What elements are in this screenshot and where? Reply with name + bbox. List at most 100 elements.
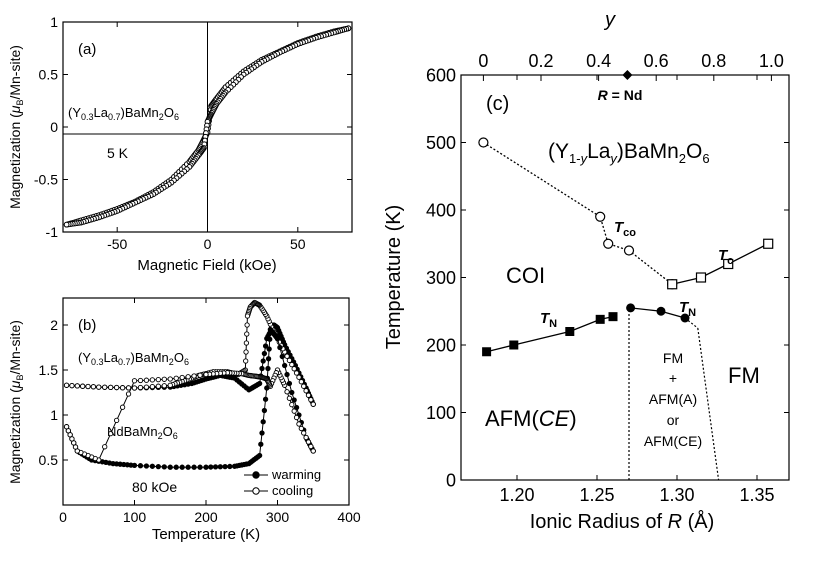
- panel-b-point-cooling: [90, 384, 97, 390]
- panel-b-xtick-label: 400: [337, 509, 361, 525]
- panel-b-point-warming: [262, 343, 269, 349]
- tn-square-point: [565, 327, 575, 336]
- panel-a-xtick-label: -50: [107, 236, 127, 252]
- panel-b-point-cooling: [96, 384, 102, 390]
- region-mixed-line-4: or: [667, 412, 680, 428]
- panel-a-ytick-label: 0: [50, 119, 58, 135]
- tn-square-point: [608, 312, 618, 322]
- panel-b-point-warming: [277, 344, 283, 351]
- panel-b-point-cooling: [167, 376, 173, 382]
- region-mixed-line-5: AFM(CE): [644, 433, 702, 449]
- panel-b-point-cooling: [113, 384, 120, 391]
- region-fm: FM: [728, 363, 760, 388]
- panel-b-point-cooling: [244, 331, 250, 337]
- panel-b: 0 100 200 300 400 0.5 1 1.5 2 (b) (Y0.3La0.7)BaM…: [7, 297, 361, 543]
- panel-b-point-cooling: [102, 444, 108, 450]
- tco-point: [603, 238, 614, 249]
- panel-a-ytick-label: -1: [46, 224, 59, 240]
- panel-a-xtick-label: 50: [290, 236, 306, 252]
- panel-c-data: [478, 137, 774, 481]
- panel-b-point-warming: [266, 346, 272, 352]
- panel-b-point-warming: [265, 365, 271, 372]
- panel-b-point-cooling: [303, 388, 309, 394]
- panel-b-point-cooling: [125, 391, 132, 397]
- panel-b-point-warming: [261, 350, 268, 357]
- panel-b-point-warming: [197, 464, 203, 470]
- panel-b-point-warming: [173, 464, 179, 470]
- panel-b-point-cooling: [85, 383, 91, 390]
- panel-b-point-cooling: [179, 374, 185, 381]
- legend-warming-marker: [252, 471, 260, 479]
- panel-b-point-cooling: [197, 372, 203, 378]
- panel-b-field: 80 kOe: [132, 479, 177, 495]
- panel-b-point-warming: [256, 380, 263, 387]
- phase-boundary-line: [697, 328, 720, 481]
- tco-point: [595, 211, 606, 222]
- panel-b-point-warming: [267, 336, 273, 342]
- panel-b-point-warming: [256, 452, 263, 459]
- tc-point: [723, 258, 734, 270]
- tn-square-point: [595, 314, 605, 324]
- tc-point: [763, 238, 774, 249]
- panel-b-point-cooling: [289, 361, 295, 368]
- panel-b-point-cooling: [131, 378, 138, 384]
- panel-c-ytick-label: 0: [446, 470, 456, 490]
- panel-c-top-tick-label: 0: [478, 51, 488, 71]
- nd-marker-label: R = Nd: [598, 87, 643, 103]
- panel-a-data: [63, 25, 352, 228]
- label-tc: Tc: [718, 247, 733, 267]
- panel-b-point-cooling: [119, 385, 126, 391]
- panel-b-point-warming: [149, 463, 156, 469]
- panel-a-ytick-label: -0.5: [34, 171, 58, 187]
- panel-b-point-warming: [222, 463, 228, 470]
- region-mixed-line-1: FM: [663, 350, 683, 366]
- panel-b-ytick-label: 1: [50, 407, 58, 423]
- panel-b-point-cooling: [167, 382, 173, 388]
- panel-c-ytick-label: 500: [426, 133, 456, 153]
- tn-square-point: [482, 347, 492, 357]
- tn-circle-point: [626, 303, 636, 313]
- panel-b-point-warming: [143, 463, 150, 469]
- panel-b-point-cooling: [308, 443, 314, 450]
- panel-b-legend: warming cooling: [244, 467, 321, 498]
- panel-b-point-cooling: [143, 377, 150, 383]
- panel-c-label: (c): [486, 93, 509, 115]
- panel-b-point-cooling: [185, 374, 191, 380]
- panel-b-point-cooling: [80, 383, 86, 389]
- panel-b-point-warming: [274, 335, 281, 342]
- panel-b-point-cooling: [244, 322, 250, 328]
- tn-circle-point: [656, 306, 666, 316]
- panel-c-top-tick-label: 1.0: [759, 51, 784, 71]
- panel-b-point-cooling: [303, 434, 309, 441]
- panel-b-point-warming: [131, 462, 138, 469]
- panel-b-point-warming: [137, 463, 144, 469]
- panel-c-top-label: y: [603, 9, 616, 31]
- panel-b-point-cooling: [296, 421, 302, 427]
- legend-warming-label: warming: [271, 467, 321, 482]
- panel-c-xtick-label: 1.25: [579, 485, 614, 505]
- panel-b-point-cooling: [293, 370, 300, 376]
- panel-c-xtick-label: 1.30: [659, 485, 694, 505]
- panel-c-ytick-label: 200: [426, 335, 456, 355]
- panel-b-point-cooling: [305, 439, 312, 445]
- tc-point: [667, 279, 678, 290]
- label-tn-left: TN: [540, 310, 557, 330]
- tn-circle-point: [680, 313, 690, 323]
- panel-b-point-warming: [185, 464, 191, 470]
- panel-b-point-cooling: [291, 408, 297, 414]
- tco-point: [478, 137, 489, 148]
- panel-b-point-cooling: [108, 430, 114, 437]
- panel-b-point-warming: [293, 404, 300, 411]
- panel-b-point-warming: [284, 371, 290, 378]
- panel-c: 1.20 1.25 1.30 1.35 0 100 200 300 400 500 600 0 0.2 0…: [383, 9, 790, 533]
- panel-c-xtick-label: 1.20: [499, 485, 534, 505]
- panel-b-point-cooling: [137, 377, 144, 384]
- panel-b-point-cooling: [244, 313, 251, 319]
- panel-b-ytick-label: 0.5: [39, 452, 59, 468]
- panel-b-point-warming: [179, 464, 185, 470]
- region-mixed: FM + AFM(A) or AFM(CE): [644, 350, 702, 449]
- panel-a-ytick-label: 1: [50, 14, 58, 30]
- panel-b-point-warming: [279, 353, 285, 360]
- panel-b-ticks: 0 100 200 300 400 0.5 1 1.5 2: [39, 298, 361, 525]
- panel-b-xtick-label: 100: [123, 509, 147, 525]
